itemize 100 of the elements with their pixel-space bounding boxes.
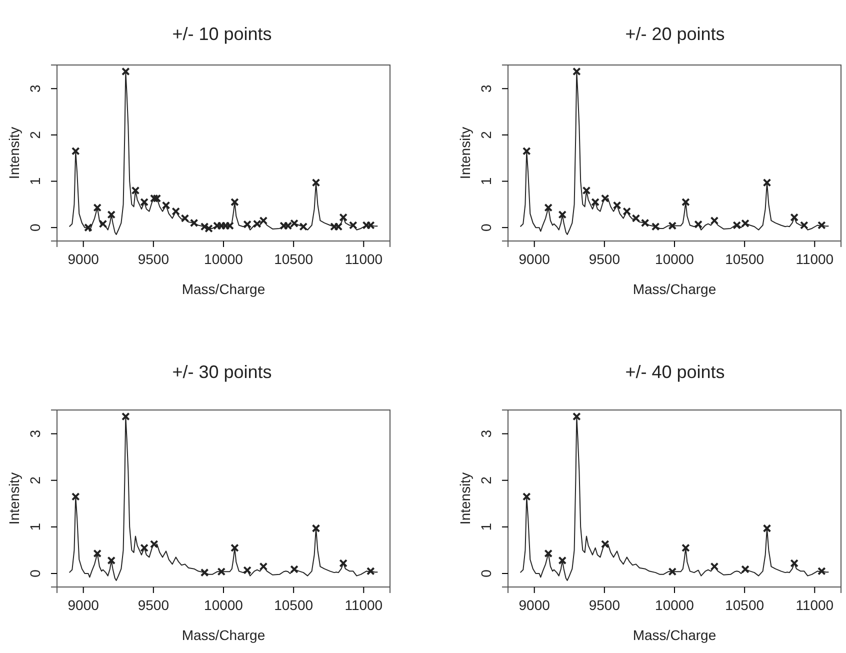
x-tick-label: 11000 — [344, 596, 383, 613]
x-tick-label: 9500 — [588, 596, 620, 613]
x-tick-label: 10000 — [655, 596, 694, 613]
x-tick-label: 9000 — [518, 250, 550, 267]
x-axis-title: Mass/Charge — [632, 281, 716, 297]
x-tick-label: 11000 — [344, 250, 383, 267]
y-tick-label: 3 — [478, 84, 494, 93]
y-tick-label: 0 — [478, 223, 494, 232]
point — [140, 544, 148, 552]
point — [84, 223, 92, 232]
point — [312, 178, 320, 187]
y-axis-title: Intensity — [6, 472, 22, 525]
point — [366, 566, 375, 576]
y-tick-label: 2 — [478, 130, 494, 139]
y-tick-label: 3 — [27, 84, 43, 93]
point — [93, 549, 102, 558]
point — [217, 567, 226, 576]
point — [668, 222, 677, 230]
point — [682, 198, 690, 206]
x-tick-label: 9500 — [138, 250, 170, 267]
x-tick-label: 10500 — [274, 250, 314, 267]
point — [152, 194, 162, 203]
point — [591, 198, 600, 206]
x-tick-label: 10500 — [274, 596, 314, 613]
point — [339, 213, 348, 222]
point — [632, 214, 640, 222]
point — [362, 221, 371, 230]
x-tick-label: 10500 — [725, 250, 764, 267]
point — [230, 544, 239, 552]
x-tick-label: 11000 — [796, 250, 834, 267]
x-tick-label: 9500 — [588, 250, 620, 267]
point — [122, 67, 130, 76]
y-tick-label: 0 — [27, 569, 43, 578]
point — [107, 210, 116, 219]
x-tick-label: 9000 — [518, 596, 550, 613]
point — [558, 556, 567, 565]
x-tick-label: 10000 — [204, 250, 244, 267]
x-tick-label: 9000 — [68, 250, 100, 267]
point — [572, 67, 581, 76]
y-tick-label: 3 — [27, 430, 43, 438]
line-series — [68, 70, 378, 236]
chart-title: +/- 30 points — [172, 362, 272, 382]
point — [544, 549, 553, 558]
point — [259, 562, 268, 571]
y-tick-label: 2 — [27, 130, 43, 139]
y-axis-title: Intensity — [457, 472, 473, 525]
point — [150, 194, 158, 203]
point — [162, 201, 170, 210]
point — [817, 221, 826, 230]
point — [230, 198, 239, 206]
y-tick-label: 3 — [478, 430, 494, 438]
point — [600, 540, 610, 548]
line-series — [520, 70, 830, 236]
y-tick-label: 1 — [27, 177, 43, 186]
point — [817, 566, 826, 576]
point — [334, 222, 343, 231]
y-tick-label: 0 — [478, 569, 494, 578]
point — [131, 186, 140, 195]
point — [190, 218, 198, 228]
point — [180, 214, 190, 222]
point — [741, 565, 750, 574]
point — [339, 559, 348, 568]
point — [200, 568, 209, 577]
point — [558, 210, 567, 219]
point — [710, 216, 719, 225]
point — [762, 178, 772, 187]
x-tick-label: 10000 — [655, 250, 694, 267]
chart-title: +/- 40 points — [625, 362, 725, 382]
point — [71, 146, 80, 156]
line-series — [68, 416, 378, 581]
point — [572, 412, 581, 421]
point — [790, 559, 799, 568]
point — [651, 222, 660, 231]
x-tick-label: 10000 — [204, 596, 244, 613]
point — [790, 213, 799, 222]
point — [200, 222, 209, 231]
y-tick-label: 1 — [478, 522, 494, 531]
chart-title: +/- 10 points — [172, 24, 272, 44]
point — [668, 567, 677, 576]
point — [682, 544, 690, 552]
point — [612, 201, 622, 210]
x-axis-title: Mass/Charge — [182, 627, 266, 643]
point — [243, 566, 252, 574]
point — [544, 203, 553, 212]
x-tick-label: 9500 — [138, 596, 170, 613]
y-axis-title: Intensity — [457, 126, 473, 180]
point — [694, 220, 702, 228]
point — [348, 221, 358, 230]
point — [762, 524, 772, 532]
point — [299, 222, 308, 231]
point — [150, 540, 158, 548]
point — [98, 220, 108, 228]
y-tick-label: 1 — [478, 177, 494, 186]
chart-title: +/- 20 points — [625, 24, 725, 44]
x-axis-title: Mass/Charge — [632, 627, 716, 643]
y-tick-label: 0 — [27, 223, 43, 232]
y-axis-title: Intensity — [6, 126, 22, 180]
point — [172, 207, 180, 216]
y-tick-label: 1 — [27, 522, 43, 531]
x-tick-label: 11000 — [796, 596, 834, 613]
